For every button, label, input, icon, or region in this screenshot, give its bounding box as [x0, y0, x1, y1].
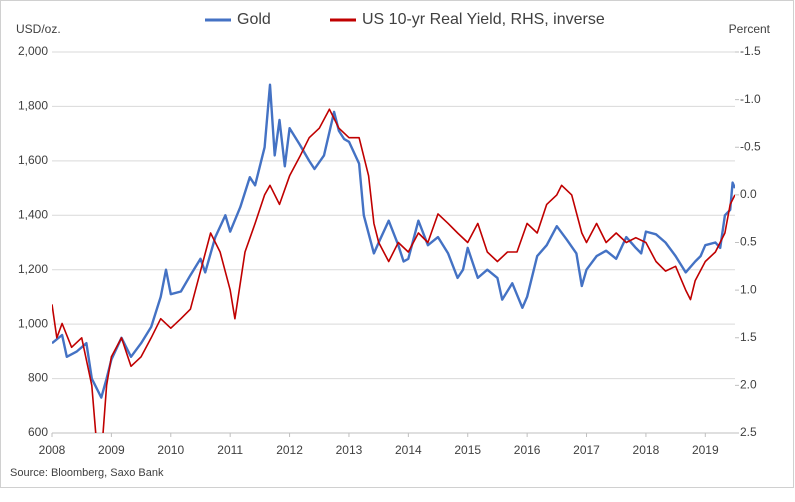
y-tick-label: 1,000: [18, 316, 48, 330]
source: Source: Bloomberg, Saxo Bank: [10, 467, 164, 479]
y-axis-label: USD/oz.: [16, 22, 61, 36]
y-tick-label: 600: [28, 425, 48, 439]
legend: Gold US 10-yr Real Yield, RHS, inverse: [205, 11, 605, 28]
legend-label: Gold: [237, 11, 271, 28]
x-tick-label: 2014: [395, 443, 422, 457]
x-tick-label: 2011: [217, 443, 243, 457]
y2-tick-label: 2.0: [740, 378, 757, 392]
y-tick-label: 1,800: [18, 99, 48, 113]
y2-tick-label: 0.0: [740, 187, 757, 201]
y-tick-label: 2,000: [18, 44, 48, 58]
x-tick-label: 2012: [276, 443, 303, 457]
x-tick-label: 2016: [514, 443, 541, 457]
y2-tick-label: 1.5: [740, 330, 757, 344]
legend-label: US 10-yr Real Yield, RHS, inverse: [362, 11, 605, 28]
x-tick-label: 2013: [336, 443, 363, 457]
x-tick-label: 2018: [633, 443, 660, 457]
y2-tick-label: -1.5: [740, 44, 761, 58]
y-tick-label: 1,600: [18, 153, 48, 167]
x-tick-label: 2019: [692, 443, 719, 457]
x-tick-label: 2009: [98, 443, 125, 457]
y2-axis-label: Percent: [729, 22, 771, 36]
y-tick-label: 1,200: [18, 262, 48, 276]
y2-tick-label: 2.5: [740, 425, 757, 439]
y2-tick-label: 1.0: [740, 282, 757, 296]
y-tick-label: 1,400: [18, 207, 48, 221]
y-tick-label: 800: [28, 371, 48, 385]
x-tick-label: 2008: [39, 443, 66, 457]
x-tick-label: 2010: [157, 443, 184, 457]
axis-labels: 600 800 1,000 1,200 1,400 1,600 1,800 2,000 2.5 2…: [18, 44, 761, 457]
y2-tick-label: -0.5: [740, 139, 761, 153]
y2-tick-label: -1.0: [740, 92, 761, 106]
series-line: [52, 108, 735, 433]
plot: [52, 83, 735, 433]
x-tick-label: 2015: [454, 443, 481, 457]
y2-tick-label: 0.5: [740, 235, 757, 249]
x-tick-label: 2017: [573, 443, 600, 457]
series-line: [52, 83, 735, 399]
grid: [51, 51, 739, 437]
